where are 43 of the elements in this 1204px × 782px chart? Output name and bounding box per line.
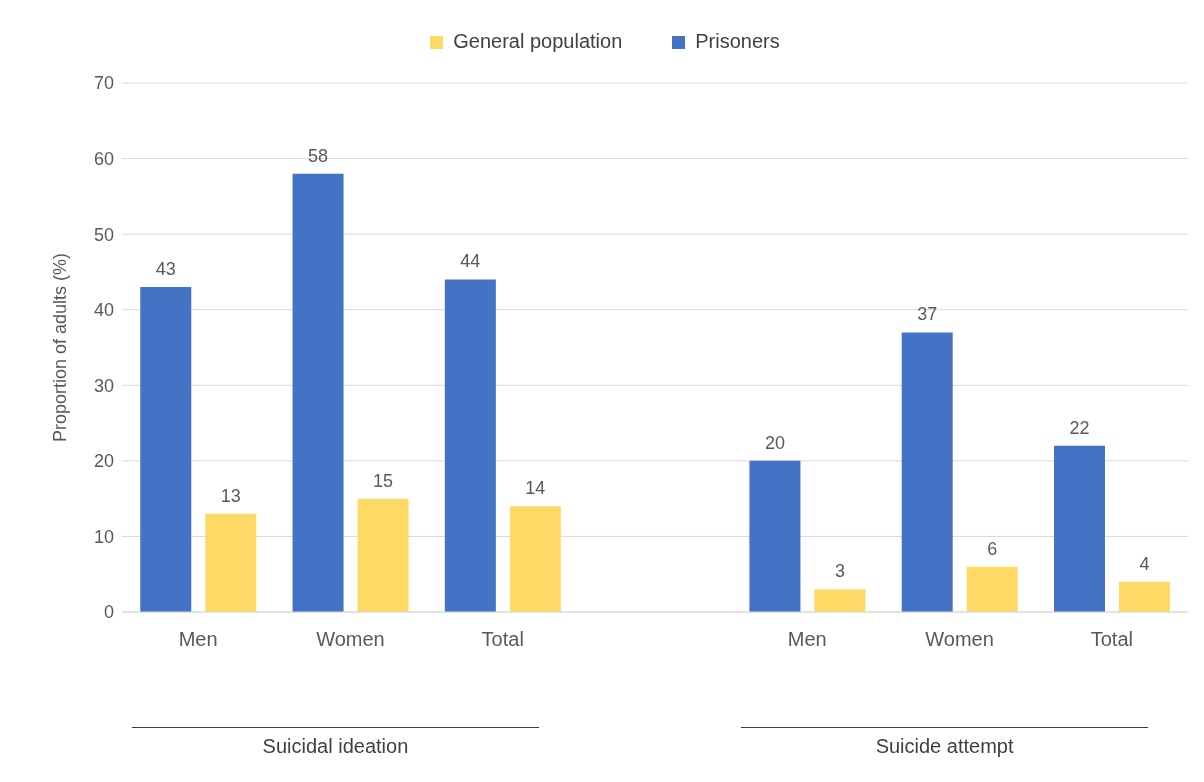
y-tick-label: 60 [93,148,114,169]
y-tick-label: 20 [93,451,114,472]
bar [749,460,801,612]
data-label: 58 [308,145,329,166]
bar [509,506,561,612]
bar [814,589,866,612]
bar [205,513,257,612]
y-axis-title: Proportion of adults (%) [50,252,71,443]
bar [140,287,192,612]
x-tick-label: Women [316,628,385,651]
y-tick-label: 10 [93,526,114,547]
y-tick-label: 0 [103,602,114,623]
data-label: 20 [764,432,785,453]
bar [1053,445,1105,612]
y-tick-label: 50 [93,224,114,245]
bar [966,566,1018,612]
data-label: 4 [1139,553,1150,574]
bar [292,173,344,612]
data-label: 14 [525,478,546,499]
data-label: 22 [1069,417,1090,438]
data-label: 6 [987,538,998,559]
x-tick-label: Men [178,628,218,651]
data-label: 43 [155,259,176,280]
data-label: 3 [834,561,845,582]
data-label: 44 [460,251,481,272]
bar [444,279,496,612]
x-tick-label: Men [787,628,827,651]
data-label: 13 [220,485,241,506]
x-tick-label: Total [1090,628,1133,651]
text: Suicide attempt [874,735,1015,758]
y-tick-label: 30 [93,375,114,396]
data-label: 15 [373,470,394,491]
bar [1118,581,1170,612]
legend-label: General population [453,30,623,52]
y-tick-label: 70 [93,73,114,94]
bar [357,498,409,612]
data-label: 37 [917,304,938,325]
text: Suicidal ideation [261,735,410,758]
x-tick-label: Total [481,628,524,651]
bar [901,332,953,612]
x-tick-label: Women [925,628,994,651]
y-tick-label: 40 [93,300,114,321]
legend-label: Prisoners [695,30,780,52]
